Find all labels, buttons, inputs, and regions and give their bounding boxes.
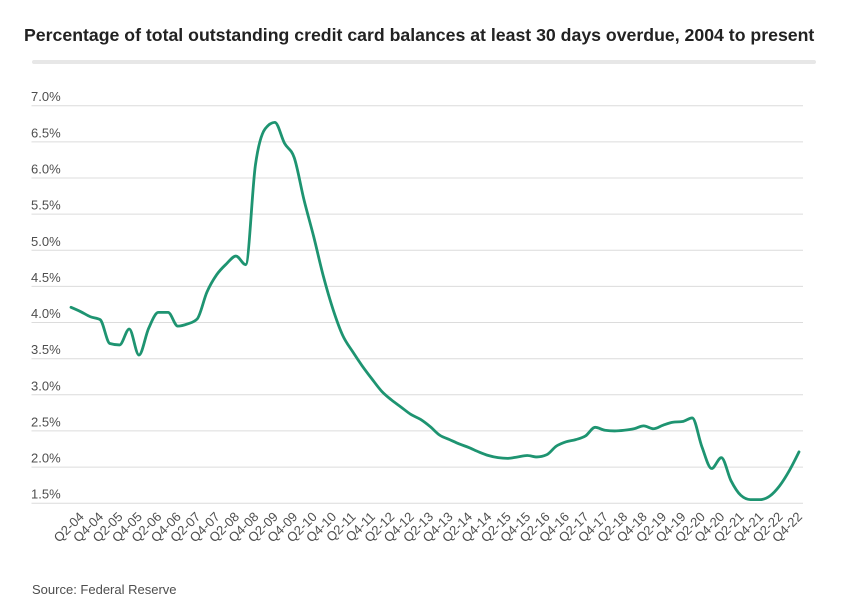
- svg-text:4.5%: 4.5%: [31, 270, 61, 285]
- svg-text:3.0%: 3.0%: [31, 378, 61, 393]
- svg-text:2.0%: 2.0%: [31, 451, 61, 466]
- svg-text:2.5%: 2.5%: [31, 414, 61, 429]
- svg-text:6.5%: 6.5%: [31, 125, 61, 140]
- svg-text:7.0%: 7.0%: [31, 89, 61, 104]
- svg-text:4.0%: 4.0%: [31, 306, 61, 321]
- svg-text:1.5%: 1.5%: [31, 487, 61, 502]
- svg-text:5.5%: 5.5%: [31, 198, 61, 213]
- svg-text:3.5%: 3.5%: [31, 342, 61, 357]
- svg-text:5.0%: 5.0%: [31, 234, 61, 249]
- svg-text:6.0%: 6.0%: [31, 162, 61, 177]
